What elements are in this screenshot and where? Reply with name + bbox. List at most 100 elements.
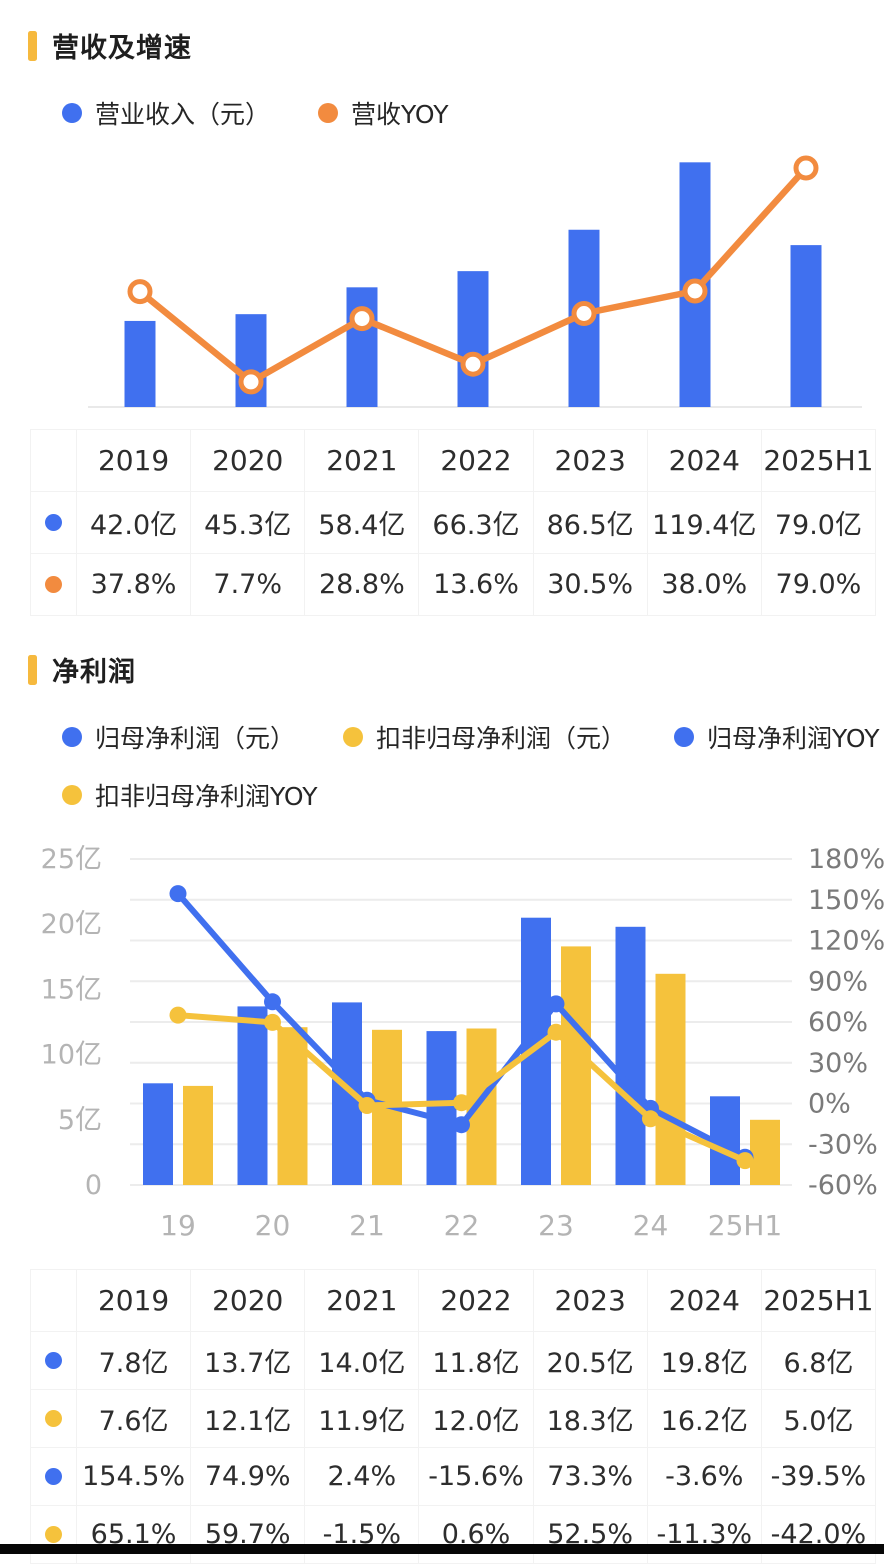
table-corner-cell bbox=[31, 430, 77, 492]
revenue-yoy-marker-2025H1 bbox=[793, 155, 819, 181]
legend-label: 营业收入（元） bbox=[95, 100, 271, 129]
deducted-profit-yoy-marker-24 bbox=[642, 1110, 659, 1128]
net-profit-bar-24 bbox=[615, 926, 646, 1185]
blue-dot-icon bbox=[62, 727, 82, 747]
table-value-cell: 11.8亿 bbox=[419, 1332, 534, 1390]
table-value-cell: 13.7亿 bbox=[191, 1332, 306, 1390]
legend-label: 营收YOY bbox=[351, 100, 449, 129]
table-value-cell: 58.4亿 bbox=[305, 492, 420, 554]
legend-label: 扣非归母净利润（元） bbox=[376, 724, 627, 753]
legend-item: 归母净利润（元） bbox=[62, 719, 295, 755]
series-dot-icon bbox=[45, 514, 62, 531]
deducted-profit-bar-22 bbox=[466, 1028, 497, 1185]
legend-label: 归母净利润（元） bbox=[95, 724, 296, 753]
table-corner-cell bbox=[31, 1270, 77, 1332]
net-profit-yoy-marker-22 bbox=[453, 1116, 470, 1134]
net-profit-bar-20 bbox=[237, 1006, 268, 1185]
left-axis-tick: 0 bbox=[85, 1170, 102, 1201]
revenue-bar-2021 bbox=[346, 287, 378, 407]
left-axis-tick: 25亿 bbox=[41, 844, 102, 875]
x-axis-label: 24 bbox=[633, 1209, 669, 1242]
table-value-cell: 79.0% bbox=[761, 554, 876, 616]
table-row: 154.5% 74.9% 2.4% -15.6% 73.3% -3.6% -39.5% bbox=[31, 1448, 876, 1506]
table-value-cell: 7.7% bbox=[191, 554, 306, 616]
table-value-cell: 59.7% bbox=[191, 1506, 306, 1564]
table-value-cell: 86.5亿 bbox=[533, 492, 648, 554]
table-value-cell: 119.4亿 bbox=[647, 492, 762, 554]
left-axis-tick: 20亿 bbox=[41, 909, 102, 940]
table-value-cell: 6.8亿 bbox=[761, 1332, 876, 1390]
revenue-bar-2019 bbox=[124, 320, 156, 407]
x-axis-label: 19 bbox=[160, 1209, 196, 1242]
legend-item: 扣非归母净利润（元） bbox=[343, 719, 626, 755]
section-title-text: 营收及增速 bbox=[52, 33, 192, 64]
x-axis-label: 25H1 bbox=[708, 1209, 783, 1242]
profit-legend: 归母净利润（元） 扣非归母净利润（元） 归母净利润YOY 扣非归母净利润YOY bbox=[62, 719, 884, 813]
left-axis-tick: 10亿 bbox=[41, 1040, 102, 1071]
deducted-profit-bar-20 bbox=[277, 1027, 308, 1185]
table-header-row: 2019 2020 2021 2022 2023 2024 2025H1 bbox=[31, 430, 876, 492]
table-column-header: 2019 bbox=[77, 1270, 192, 1332]
revenue-yoy-marker-2023 bbox=[571, 301, 597, 326]
revenue-bar-2025H1 bbox=[790, 245, 822, 407]
profit-section-title: 净利润 bbox=[28, 650, 884, 689]
orange-dot-icon bbox=[318, 103, 339, 123]
table-value-cell: 20.5亿 bbox=[533, 1332, 648, 1390]
right-axis-tick: 150% bbox=[808, 885, 884, 916]
table-value-cell: 79.0亿 bbox=[761, 492, 876, 554]
series-dot-cell bbox=[31, 1506, 77, 1564]
revenue-yoy-marker-2021 bbox=[349, 306, 375, 332]
deducted-profit-yoy-marker-20 bbox=[264, 1013, 281, 1031]
deducted-profit-yoy-marker-19 bbox=[169, 1006, 187, 1024]
table-column-header: 2023 bbox=[533, 1270, 648, 1332]
table-column-header: 2019 bbox=[77, 430, 192, 492]
table-value-cell: -42.0% bbox=[761, 1506, 876, 1564]
left-axis-tick: 15亿 bbox=[41, 974, 102, 1005]
net-profit-yoy-marker-19 bbox=[169, 885, 187, 903]
table-value-cell: 19.8亿 bbox=[647, 1332, 762, 1390]
table-column-header: 2024 bbox=[647, 1270, 762, 1332]
table-row: 37.8% 7.7% 28.8% 13.6% 30.5% 38.0% 79.0% bbox=[31, 554, 876, 616]
series-dot-cell bbox=[31, 1332, 77, 1390]
table-value-cell: 7.6亿 bbox=[77, 1390, 192, 1448]
right-axis-tick: 60% bbox=[808, 1007, 868, 1038]
table-value-cell: 28.8% bbox=[305, 554, 420, 616]
table-value-cell: -1.5% bbox=[305, 1506, 420, 1564]
table-value-cell: 12.1亿 bbox=[191, 1390, 306, 1448]
series-dot-cell bbox=[31, 492, 77, 554]
x-axis-label: 20 bbox=[255, 1209, 291, 1242]
legend-item: 营业收入（元） bbox=[62, 95, 270, 131]
revenue-yoy-marker-2024 bbox=[682, 278, 708, 304]
table-value-cell: 73.3% bbox=[533, 1448, 648, 1506]
bottom-edge-bar bbox=[0, 1544, 884, 1554]
legend-label: 归母净利润YOY bbox=[707, 724, 880, 753]
table-row: 42.0亿 45.3亿 58.4亿 66.3亿 86.5亿 119.4亿 79.0亿 bbox=[31, 492, 876, 554]
x-axis-label: 23 bbox=[538, 1209, 574, 1242]
table-column-header: 2020 bbox=[191, 430, 306, 492]
blue-dot-icon bbox=[674, 727, 695, 747]
section-title-text: 净利润 bbox=[52, 657, 136, 688]
table-value-cell: 7.8亿 bbox=[77, 1332, 192, 1390]
profit-chart: 180% 150% 120% 90% 60% 30% 0% -30% -60% 25亿 20亿 15亿… bbox=[41, 844, 884, 1242]
net-profit-yoy-marker-20 bbox=[264, 993, 281, 1011]
table-value-cell: 12.0亿 bbox=[419, 1390, 534, 1448]
table-value-cell: 42.0亿 bbox=[77, 492, 192, 554]
series-dot-icon bbox=[45, 1352, 62, 1369]
legend-item: 营收YOY bbox=[318, 95, 449, 131]
table-value-cell: 16.2亿 bbox=[647, 1390, 762, 1448]
deducted-profit-bar-25H1 bbox=[750, 1119, 780, 1185]
deducted-profit-yoy-marker-21 bbox=[358, 1097, 376, 1114]
table-value-cell: 52.5% bbox=[533, 1506, 648, 1564]
table-column-header: 2021 bbox=[305, 1270, 420, 1332]
table-row: 7.6亿 12.1亿 11.9亿 12.0亿 18.3亿 16.2亿 5.0亿 bbox=[31, 1390, 876, 1448]
table-column-header: 2020 bbox=[191, 1270, 306, 1332]
legend-row: 营业收入（元） 营收YOY bbox=[62, 95, 884, 131]
right-axis-tick: 180% bbox=[808, 844, 884, 875]
series-dot-icon bbox=[45, 1410, 62, 1427]
profit-table: 2019 2020 2021 2022 2023 2024 2025H1 7.8亿 13.7亿 1… bbox=[30, 1269, 876, 1564]
legend-label: 扣非归母净利润YOY bbox=[95, 782, 318, 811]
table-column-header: 2025H1 bbox=[761, 1270, 876, 1332]
right-axis-tick: 0% bbox=[808, 1089, 851, 1120]
revenue-section-title: 营收及增速 bbox=[28, 26, 884, 65]
revenue-chart bbox=[88, 155, 862, 408]
